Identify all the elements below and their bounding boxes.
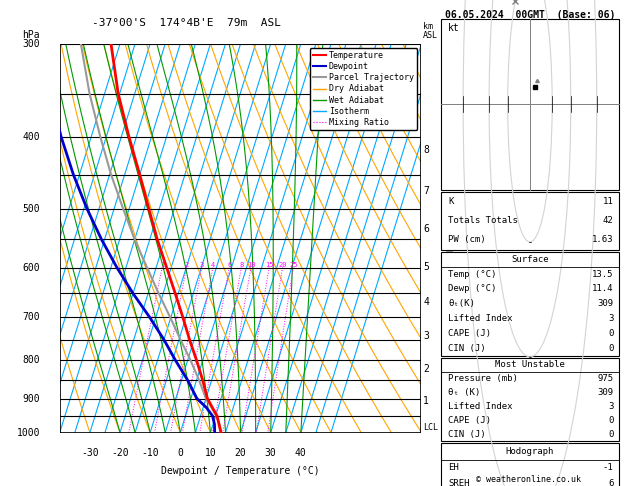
Text: 6: 6 xyxy=(423,225,429,234)
Text: 06.05.2024  00GMT  (Base: 06): 06.05.2024 00GMT (Base: 06) xyxy=(445,10,615,20)
Text: km
ASL: km ASL xyxy=(423,22,438,40)
Text: 1: 1 xyxy=(160,261,164,268)
Text: 4: 4 xyxy=(423,297,429,307)
Text: kt: kt xyxy=(448,23,460,34)
Bar xyxy=(441,192,619,250)
Text: 800: 800 xyxy=(22,355,40,365)
Text: 700: 700 xyxy=(22,312,40,322)
Text: 900: 900 xyxy=(22,394,40,403)
Text: Dewp (°C): Dewp (°C) xyxy=(448,284,497,294)
Text: 20: 20 xyxy=(235,448,247,458)
Text: Temp (°C): Temp (°C) xyxy=(448,270,497,278)
Text: 3: 3 xyxy=(423,331,429,341)
Text: 15: 15 xyxy=(265,261,274,268)
Text: 4: 4 xyxy=(211,261,215,268)
Text: 11.4: 11.4 xyxy=(592,284,613,294)
Text: PW (cm): PW (cm) xyxy=(448,235,486,244)
Legend: Temperature, Dewpoint, Parcel Trajectory, Dry Adiabat, Wet Adiabat, Isotherm, Mi: Temperature, Dewpoint, Parcel Trajectory… xyxy=(309,48,417,130)
Text: 600: 600 xyxy=(22,262,40,273)
Text: θₜ(K): θₜ(K) xyxy=(448,299,475,308)
Text: Surface: Surface xyxy=(511,255,548,264)
Text: 400: 400 xyxy=(22,132,40,141)
Text: hPa: hPa xyxy=(22,30,40,40)
Bar xyxy=(441,444,619,486)
Text: 8: 8 xyxy=(423,145,429,155)
Text: 0: 0 xyxy=(608,329,613,338)
Text: 309: 309 xyxy=(598,388,613,397)
Text: -37°00'S  174°4B'E  79m  ASL: -37°00'S 174°4B'E 79m ASL xyxy=(92,18,281,28)
Text: 0: 0 xyxy=(608,430,613,439)
Text: 1: 1 xyxy=(423,397,429,406)
Text: Mixing Ratio (g/kg): Mixing Ratio (g/kg) xyxy=(447,191,456,286)
Text: EH: EH xyxy=(448,463,459,472)
Text: LCL: LCL xyxy=(423,423,438,433)
Text: 10: 10 xyxy=(204,448,216,458)
Bar xyxy=(441,358,619,441)
Text: -1: -1 xyxy=(603,463,613,472)
Text: 10: 10 xyxy=(247,261,255,268)
Text: Most Unstable: Most Unstable xyxy=(495,361,565,369)
Text: 1000: 1000 xyxy=(16,428,40,437)
Text: 0: 0 xyxy=(177,448,183,458)
Text: 5: 5 xyxy=(423,261,429,272)
Text: K: K xyxy=(448,197,454,206)
Text: 0: 0 xyxy=(608,416,613,425)
Text: CAPE (J): CAPE (J) xyxy=(448,416,491,425)
Text: 0: 0 xyxy=(608,344,613,353)
Text: Hodograph: Hodograph xyxy=(506,447,554,456)
Text: -10: -10 xyxy=(142,448,159,458)
Text: 3: 3 xyxy=(608,402,613,411)
Text: 309: 309 xyxy=(598,299,613,308)
Text: © weatheronline.co.uk: © weatheronline.co.uk xyxy=(476,474,581,484)
Text: Lifted Index: Lifted Index xyxy=(448,402,513,411)
Text: 6: 6 xyxy=(608,479,613,486)
Text: 25: 25 xyxy=(289,261,298,268)
Text: 13.5: 13.5 xyxy=(592,270,613,278)
Text: 11: 11 xyxy=(603,197,613,206)
Text: 2: 2 xyxy=(423,364,429,374)
Text: SREH: SREH xyxy=(448,479,470,486)
Bar xyxy=(441,18,619,190)
Text: Dewpoint / Temperature (°C): Dewpoint / Temperature (°C) xyxy=(161,466,320,476)
Text: 8: 8 xyxy=(239,261,243,268)
Text: 1.63: 1.63 xyxy=(592,235,613,244)
Text: 500: 500 xyxy=(22,204,40,214)
Text: Lifted Index: Lifted Index xyxy=(448,314,513,323)
Text: 40: 40 xyxy=(295,448,307,458)
Text: 20: 20 xyxy=(278,261,287,268)
Text: 975: 975 xyxy=(598,374,613,383)
Text: 3: 3 xyxy=(608,314,613,323)
Text: CIN (J): CIN (J) xyxy=(448,344,486,353)
Text: 3: 3 xyxy=(199,261,204,268)
Text: -20: -20 xyxy=(111,448,129,458)
Text: 42: 42 xyxy=(603,216,613,225)
Text: 7: 7 xyxy=(423,186,429,196)
Bar xyxy=(441,252,619,356)
Text: CAPE (J): CAPE (J) xyxy=(448,329,491,338)
Text: 30: 30 xyxy=(265,448,277,458)
Text: 300: 300 xyxy=(22,39,40,49)
Text: θₜ (K): θₜ (K) xyxy=(448,388,481,397)
Text: 6: 6 xyxy=(227,261,231,268)
Text: CIN (J): CIN (J) xyxy=(448,430,486,439)
Text: -30: -30 xyxy=(81,448,99,458)
Text: 2: 2 xyxy=(184,261,189,268)
Text: Totals Totals: Totals Totals xyxy=(448,216,518,225)
Text: Pressure (mb): Pressure (mb) xyxy=(448,374,518,383)
